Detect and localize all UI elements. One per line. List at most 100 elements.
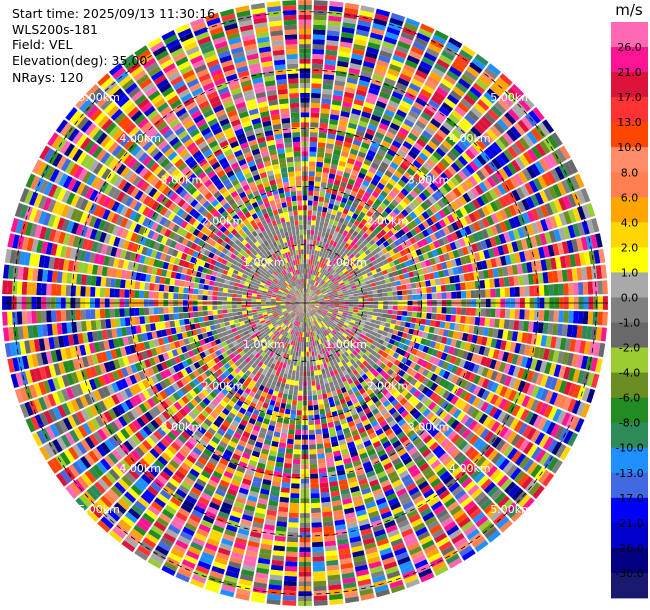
- range-gate: [309, 468, 318, 474]
- range-gate: [371, 457, 381, 466]
- range-gate: [321, 290, 327, 294]
- range-gate: [384, 153, 394, 161]
- range-gate: [455, 367, 463, 377]
- range-gate: [185, 495, 197, 505]
- range-gate: [517, 367, 525, 379]
- range-gate: [363, 294, 369, 299]
- range-gate: [387, 148, 397, 157]
- range-gate: [408, 245, 416, 253]
- range-gate: [425, 280, 431, 287]
- range-gate: [305, 283, 307, 289]
- range-gate: [305, 300, 310, 303]
- range-gate: [271, 440, 279, 448]
- range-gate: [323, 269, 327, 275]
- range-gate: [383, 365, 391, 373]
- range-gate: [189, 468, 200, 478]
- range-gate: [188, 546, 202, 556]
- range-gate: [497, 350, 505, 361]
- range-gate: [390, 319, 397, 325]
- range-gate: [265, 371, 272, 378]
- range-gate: [266, 329, 272, 335]
- range-gate: [220, 380, 228, 388]
- range-gate: [497, 98, 510, 111]
- range-gate: [455, 283, 461, 291]
- range-gate: [369, 565, 384, 574]
- range-gate: [554, 214, 563, 228]
- range-gate: [399, 523, 412, 533]
- range-gate: [150, 525, 164, 536]
- range-gate: [348, 304, 354, 307]
- range-gate: [468, 383, 477, 394]
- range-gate: [419, 535, 433, 546]
- range-gate: [415, 401, 424, 411]
- range-gate: [309, 304, 315, 307]
- range-gate: [485, 227, 494, 238]
- range-gate: [343, 219, 349, 226]
- range-gate: [268, 425, 275, 432]
- range-gate: [480, 151, 491, 163]
- range-gate: [346, 349, 352, 355]
- range-gate: [348, 371, 355, 378]
- range-gate: [305, 298, 308, 303]
- range-gate: [351, 53, 364, 61]
- range-gate: [272, 358, 278, 365]
- range-gate: [308, 306, 312, 311]
- range-gate: [321, 177, 328, 183]
- range-gate: [310, 117, 319, 123]
- range-gate: [420, 281, 427, 288]
- range-gate: [522, 212, 531, 224]
- range-gate: [264, 365, 270, 372]
- range-gate: [334, 399, 341, 406]
- range-gate: [344, 432, 352, 439]
- range-gate: [472, 422, 482, 434]
- range-gate: [570, 416, 580, 431]
- range-gate: [88, 434, 100, 447]
- range-gate: [323, 78, 334, 85]
- range-gate: [369, 265, 376, 272]
- range-gate: [310, 269, 313, 275]
- range-gate: [371, 221, 379, 229]
- range-gate: [418, 28, 433, 38]
- range-gate: [320, 246, 325, 253]
- range-gate: [451, 533, 465, 545]
- range-gate: [313, 307, 319, 310]
- range-gate: [218, 440, 228, 449]
- range-gate: [252, 409, 260, 416]
- range-gate: [207, 414, 216, 423]
- range-gate: [225, 570, 239, 579]
- range-gate: [521, 476, 534, 490]
- range-gate: [446, 363, 454, 372]
- range-gate: [453, 57, 468, 69]
- range-gate: [274, 426, 282, 433]
- range-gate: [433, 481, 445, 492]
- range-gate: [435, 147, 446, 158]
- range-gate: [344, 299, 349, 302]
- range-gate: [496, 516, 510, 529]
- range-gate: [481, 389, 490, 401]
- range-gate: [518, 494, 531, 508]
- range-gate: [337, 221, 343, 228]
- range-gate: [329, 401, 336, 408]
- range-gate: [472, 82, 486, 95]
- range-gate: [483, 112, 496, 125]
- range-gate: [299, 307, 303, 312]
- range-gate: [339, 282, 345, 286]
- range-gate: [456, 53, 471, 65]
- range-gate: [511, 450, 522, 463]
- range-gate: [204, 406, 213, 415]
- range-gate: [325, 192, 331, 199]
- range-gate: [308, 306, 313, 311]
- range-gate: [310, 488, 320, 494]
- range-gate: [495, 339, 502, 350]
- range-gate: [318, 266, 322, 273]
- range-gate: [416, 392, 425, 401]
- range-gate: [362, 273, 369, 279]
- range-gate: [454, 357, 462, 367]
- range-gate: [214, 466, 225, 475]
- range-gate: [378, 214, 386, 222]
- range-gate: [468, 175, 478, 187]
- range-gate: [250, 413, 258, 421]
- range-gate: [317, 317, 321, 323]
- range-gate: [309, 311, 313, 316]
- range-gate: [409, 433, 419, 443]
